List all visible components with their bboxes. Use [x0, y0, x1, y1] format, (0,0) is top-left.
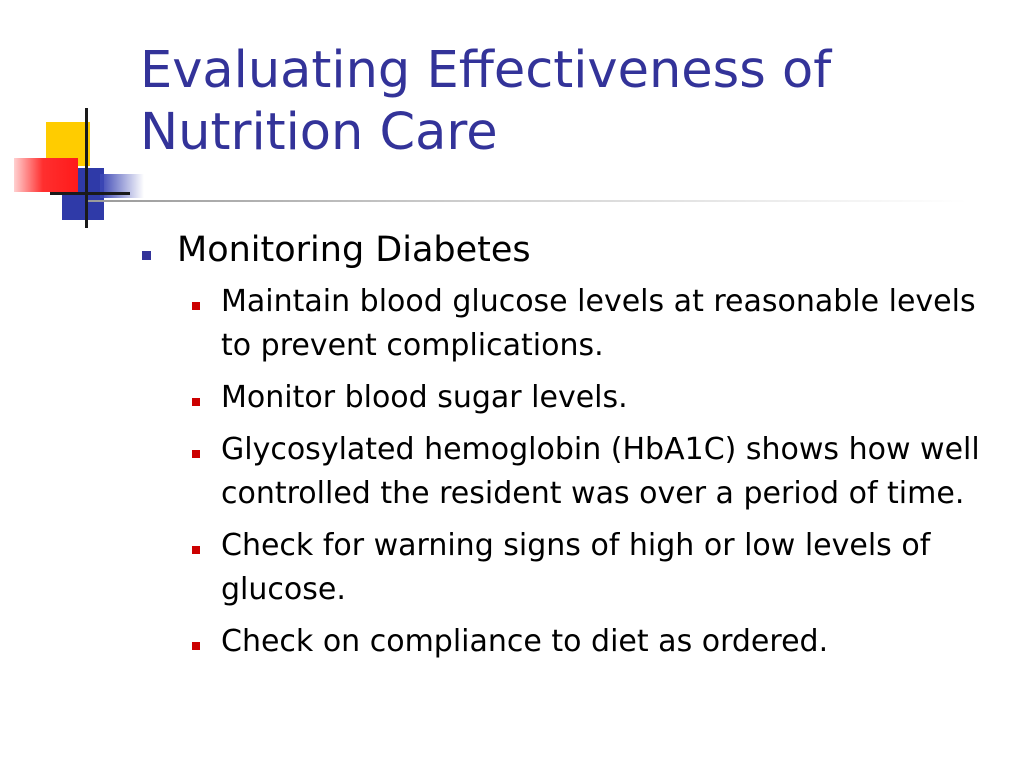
- sub-bullet-list: Maintain blood glucose levels at reasona…: [188, 280, 1000, 664]
- sub-bullet-text: Check for warning signs of high or low l…: [221, 528, 931, 607]
- sub-bullet: Maintain blood glucose levels at reasona…: [188, 280, 1000, 368]
- horizontal-line-decoration: [50, 192, 130, 195]
- red-square-decoration: [14, 158, 78, 192]
- slide-title-line: Evaluating Effectiveness of: [140, 41, 832, 100]
- main-bullet: Monitoring Diabetes: [140, 226, 1000, 274]
- square-bullet-icon: [142, 251, 151, 260]
- sub-bullet-text: Check on compliance to diet as ordered.: [221, 624, 829, 659]
- sub-bullet: Glycosylated hemoglobin (HbA1C) shows ho…: [188, 428, 1000, 516]
- vertical-line-decoration: [85, 108, 88, 228]
- main-bullet-text: Monitoring Diabetes: [177, 230, 531, 270]
- square-bullet-icon: [192, 450, 200, 458]
- sub-bullet-text: Maintain blood glucose levels at reasona…: [221, 284, 976, 363]
- decorative-corner-graphic: [0, 0, 150, 240]
- slide-title: Evaluating Effectiveness of Nutrition Ca…: [140, 40, 1000, 164]
- sub-bullet: Check for warning signs of high or low l…: [188, 524, 1000, 612]
- square-bullet-icon: [192, 302, 200, 310]
- slide-body: Monitoring Diabetes Maintain blood gluco…: [140, 226, 1000, 672]
- title-underline: [88, 200, 968, 202]
- square-bullet-icon: [192, 398, 200, 406]
- slide-title-line: Nutrition Care: [140, 103, 498, 162]
- sub-bullet-text: Monitor blood sugar levels.: [221, 380, 628, 415]
- sub-bullet-text: Glycosylated hemoglobin (HbA1C) shows ho…: [221, 432, 980, 511]
- square-bullet-icon: [192, 642, 200, 650]
- sub-bullet: Check on compliance to diet as ordered.: [188, 620, 1000, 664]
- square-bullet-icon: [192, 546, 200, 554]
- sub-bullet: Monitor blood sugar levels.: [188, 376, 1000, 420]
